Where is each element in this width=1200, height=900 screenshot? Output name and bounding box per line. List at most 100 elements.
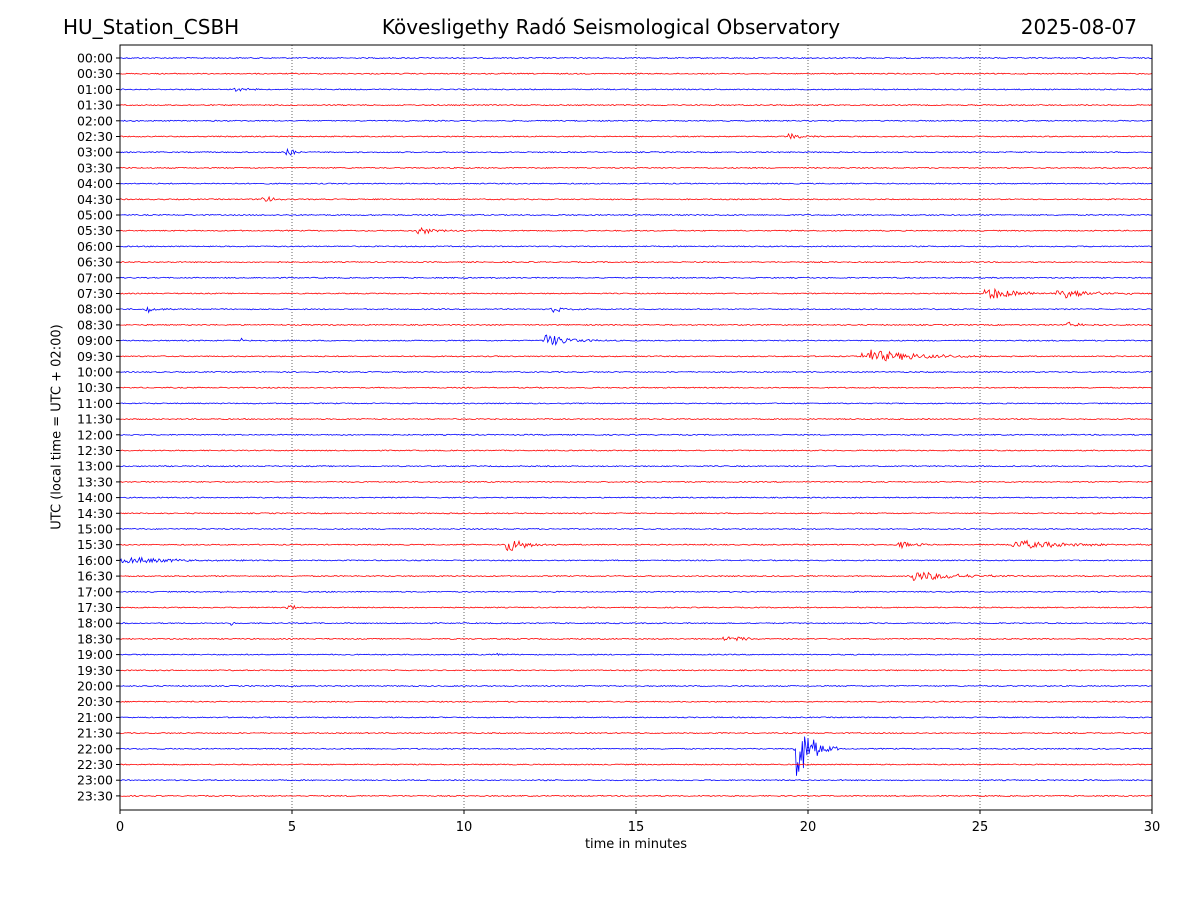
- x-tick-label: 10: [456, 820, 473, 835]
- y-tick-label: 09:30: [77, 349, 113, 364]
- plot-frame: [119, 44, 1153, 811]
- y-tick-label: 14:00: [77, 490, 113, 505]
- y-tick-label: 19:00: [77, 647, 113, 662]
- trace-row-2330: [119, 794, 1153, 797]
- trace-row-1400: [119, 496, 1153, 499]
- y-tick-label: 18:30: [77, 631, 113, 646]
- trace-row-1700: [119, 590, 1153, 594]
- y-tick-label: 00:30: [77, 66, 113, 81]
- trace-row-0030: [119, 72, 1153, 75]
- trace-row-1330: [119, 480, 1153, 483]
- trace-row-1200: [119, 433, 1153, 436]
- y-tick-label: 02:00: [77, 113, 113, 128]
- trace-row-2030: [119, 700, 1153, 703]
- trace-row-2130: [119, 732, 1153, 735]
- y-tick-label: 17:00: [77, 584, 113, 599]
- y-tick-label: 21:00: [77, 710, 113, 725]
- trace-row-0330: [119, 166, 1153, 169]
- trace-layer: [119, 56, 1153, 797]
- trace-row-2000: [120, 684, 1153, 688]
- y-axis-title: UTC (local time = UTC + 02:00): [49, 324, 65, 530]
- x-axis-ticks: 0 5 10 15 20 25 30: [116, 810, 1160, 835]
- trace-row-2230: [119, 763, 1153, 766]
- chart-date: 2025-08-07: [1020, 15, 1137, 39]
- y-tick-label: 12:30: [77, 443, 113, 458]
- trace-row-1630: [119, 571, 1153, 581]
- y-tick-label: 04:30: [77, 192, 113, 207]
- trace-row-0000: [119, 56, 1153, 60]
- y-tick-label: 20:30: [77, 694, 113, 709]
- y-tick-label: 10:00: [77, 365, 113, 380]
- trace-row-0730: [119, 287, 1153, 300]
- y-tick-label: 01:30: [77, 98, 113, 113]
- y-tick-label: 00:00: [77, 51, 113, 66]
- y-tick-label: 03:30: [77, 160, 113, 175]
- trace-row-0200: [119, 119, 1153, 122]
- y-tick-label: 02:30: [77, 129, 113, 144]
- trace-row-0530: [119, 226, 1153, 235]
- trace-row-0600: [119, 245, 1153, 248]
- y-tick-label: 14:30: [77, 506, 113, 521]
- y-tick-label: 01:00: [77, 82, 113, 97]
- y-tick-label: 05:00: [77, 208, 113, 223]
- y-tick-label: 15:00: [77, 522, 113, 537]
- x-tick-label: 25: [972, 820, 989, 835]
- trace-row-0230: [119, 132, 1153, 140]
- y-tick-label: 20:00: [77, 679, 113, 694]
- station-name: HU_Station_CSBH: [63, 15, 240, 39]
- vertical-grid: [291, 45, 981, 810]
- y-tick-label: 23:00: [77, 773, 113, 788]
- y-tick-label: 07:00: [77, 270, 113, 285]
- trace-row-1500: [119, 527, 1153, 531]
- x-tick-label: 20: [800, 820, 817, 835]
- y-tick-label: 19:30: [77, 663, 113, 678]
- y-tick-label: 06:30: [77, 255, 113, 270]
- y-tick-label: 07:30: [77, 286, 113, 301]
- x-tick-label: 15: [628, 820, 645, 835]
- trace-row-1900: [120, 652, 1153, 657]
- y-tick-label: 22:00: [77, 741, 113, 756]
- x-tick-label: 0: [116, 820, 124, 835]
- x-axis-title: time in minutes: [584, 837, 688, 852]
- y-tick-label: 06:00: [77, 239, 113, 254]
- trace-row-1100: [119, 402, 1153, 405]
- y-tick-label: 13:00: [77, 459, 113, 474]
- y-tick-label: 04:00: [77, 176, 113, 191]
- trace-row-1430: [119, 512, 1153, 515]
- trace-row-1830: [119, 636, 1153, 642]
- y-tick-label: 10:30: [77, 380, 113, 395]
- y-tick-label: 17:30: [77, 600, 113, 615]
- trace-row-2100: [119, 716, 1153, 719]
- trace-row-1230: [119, 449, 1153, 452]
- trace-row-1300: [119, 465, 1153, 468]
- y-tick-label: 23:30: [77, 788, 113, 803]
- trace-row-1130: [119, 418, 1152, 421]
- x-tick-label: 30: [1144, 820, 1161, 835]
- trace-row-0400: [119, 182, 1153, 185]
- trace-row-1030: [119, 386, 1153, 389]
- trace-row-0700: [119, 276, 1152, 279]
- trace-row-0300: [119, 147, 1152, 156]
- y-tick-label: 08:30: [77, 317, 113, 332]
- trace-row-1730: [119, 604, 1153, 610]
- trace-row-1930: [119, 669, 1153, 672]
- trace-row-0130: [119, 104, 1153, 107]
- y-tick-label: 11:30: [77, 412, 113, 427]
- trace-row-0430: [120, 195, 1153, 202]
- y-tick-label: 11:00: [77, 396, 113, 411]
- y-tick-label: 09:00: [77, 333, 113, 348]
- y-axis-ticks: 00:0000:3001:0001:3002:0002:3003:0003:30…: [77, 51, 120, 803]
- observatory-title: Kövesligethy Radó Seismological Observat…: [381, 15, 841, 39]
- trace-row-0830: [119, 321, 1153, 327]
- trace-row-0100: [119, 87, 1153, 92]
- y-tick-label: 05:30: [77, 223, 113, 238]
- x-tick-label: 5: [288, 820, 296, 835]
- y-tick-label: 18:00: [77, 616, 113, 631]
- y-tick-label: 16:30: [77, 569, 113, 584]
- y-tick-label: 13:30: [77, 474, 113, 489]
- trace-row-0900: [119, 334, 1153, 346]
- trace-row-1600: [119, 556, 1153, 564]
- trace-row-2300: [119, 779, 1153, 782]
- trace-row-1000: [119, 370, 1153, 374]
